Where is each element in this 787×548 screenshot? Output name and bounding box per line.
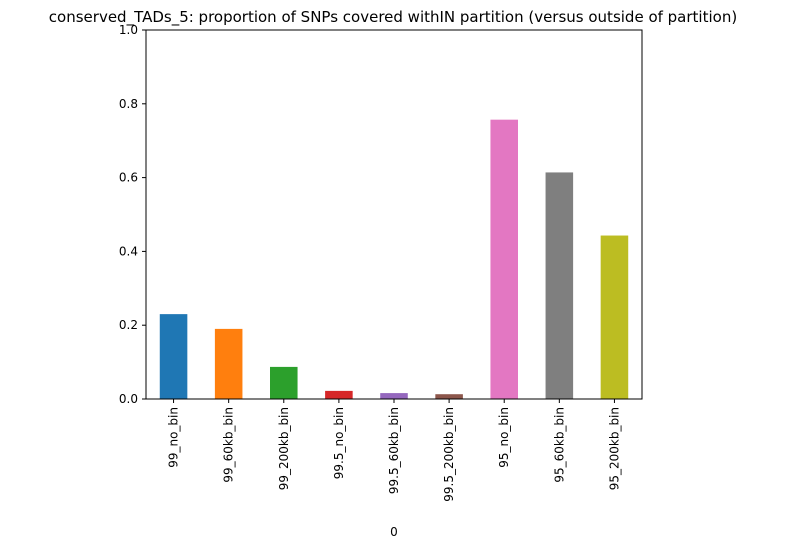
bar-99.5_60kb_bin [380, 393, 408, 399]
x-tick-label: 99_60kb_bin [222, 407, 236, 483]
y-tick-label: 1.0 [119, 23, 138, 37]
bar-99.5_200kb_bin [435, 394, 463, 399]
bar-95_200kb_bin [600, 235, 629, 399]
y-tick-label: 0.6 [119, 171, 138, 185]
bar-99_no_bin [159, 314, 188, 399]
bar-99_60kb_bin [214, 328, 243, 399]
x-tick-label: 99.5_no_bin [332, 407, 346, 479]
x-tick-label: 95_60kb_bin [552, 407, 566, 483]
x-tick-label: 95_200kb_bin [607, 407, 621, 490]
x-tick-label: 99_no_bin [167, 407, 181, 468]
bar-99_200kb_bin [270, 366, 298, 399]
y-tick-label: 0.8 [119, 97, 138, 111]
y-tick-label: 0.4 [119, 244, 138, 258]
x-tick-label: 95_no_bin [497, 407, 511, 468]
plot-frame [145, 29, 643, 400]
bar-99.5_no_bin [325, 390, 353, 399]
x-tick-label: 99.5_60kb_bin [387, 407, 401, 494]
bar-95_60kb_bin [545, 172, 574, 399]
x-tick-label: 99_200kb_bin [277, 407, 291, 490]
bars-group [159, 119, 629, 400]
chart-title: conserved_TADs_5: proportion of SNPs cov… [49, 8, 737, 27]
x-axis-label: 0 [390, 525, 398, 539]
y-tick-label: 0.0 [119, 392, 138, 406]
y-tick-label: 0.2 [119, 318, 138, 332]
bar-95_no_bin [490, 119, 518, 400]
x-tick-label: 99.5_200kb_bin [442, 407, 456, 502]
x-axis: 99_no_bin 99_60kb_bin 99_200kb_bin 99.5_no_… [167, 399, 621, 502]
y-axis: 0.0 0.2 0.4 0.6 0.8 1.0 [119, 23, 146, 406]
